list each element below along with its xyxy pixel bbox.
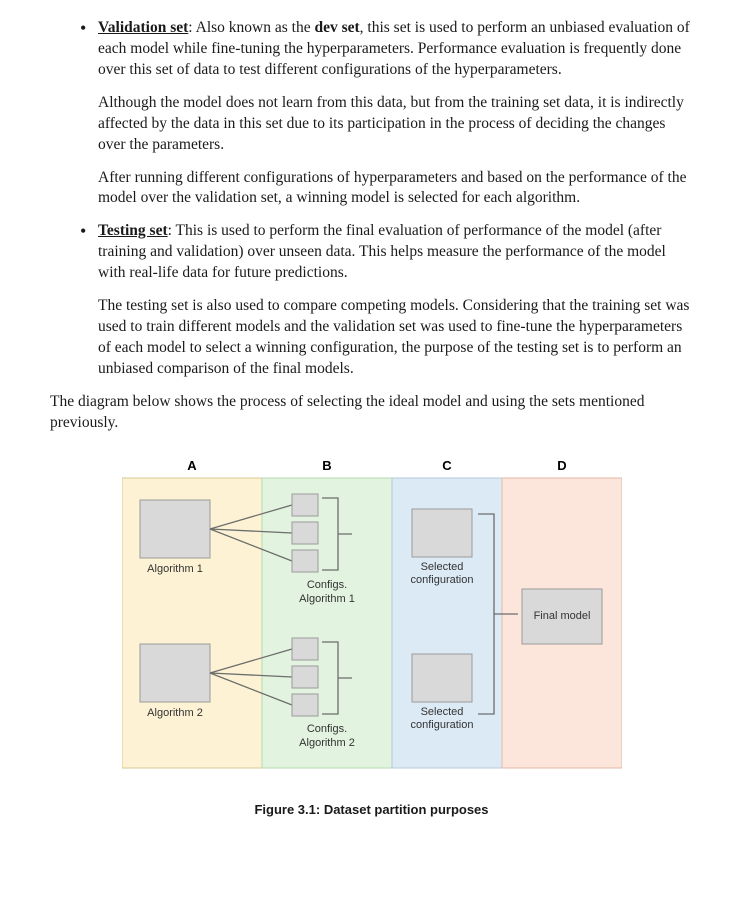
bullet-testing-set: Testing set: This is used to perform the… — [80, 221, 693, 379]
figure-diagram: A B C D Algorithm 1 Algorithm 2 Configs. Algori… — [122, 454, 622, 784]
term-testing-set: Testing set — [98, 222, 168, 239]
config-group-label: Algorithm 1 — [299, 593, 355, 605]
text-fragment: : Also known as the — [188, 19, 314, 36]
document-page: Validation set: Also known as the dev se… — [0, 0, 743, 900]
bullet-validation-set: Validation set: Also known as the dev se… — [80, 18, 693, 209]
selected-config-label: configuration — [410, 574, 473, 586]
selected-config-label: Selected — [420, 561, 463, 573]
text-fragment: : This is used to perform the final eval… — [98, 222, 666, 281]
algorithm-label: Algorithm 2 — [147, 707, 203, 719]
figure-container: A B C D Algorithm 1 Algorithm 2 Configs. Algori… — [50, 454, 693, 818]
config-group-label: Configs. — [306, 579, 346, 591]
config-group-label: Algorithm 2 — [299, 737, 355, 749]
bullet-list: Validation set: Also known as the dev se… — [50, 18, 693, 380]
bullet-sub-paragraph: After running different configurations o… — [98, 168, 693, 210]
term-dev-set: dev set — [314, 19, 359, 36]
final-model-label: Final model — [533, 610, 590, 622]
bullet-lead-paragraph: Validation set: Also known as the dev se… — [98, 18, 693, 81]
bullet-sub-paragraph: Although the model does not learn from t… — [98, 93, 693, 156]
figure-caption: Figure 3.1: Dataset partition purposes — [50, 801, 693, 819]
config-group-label: Configs. — [306, 723, 346, 735]
column-header: B — [322, 458, 331, 473]
algorithm-label: Algorithm 1 — [147, 563, 203, 575]
term-validation-set: Validation set — [98, 19, 188, 36]
bullet-sub-paragraph: The testing set is also used to compare … — [98, 296, 693, 380]
column-header: A — [187, 458, 197, 473]
body-paragraph: The diagram below shows the process of s… — [50, 392, 693, 434]
column-header: C — [442, 458, 452, 473]
column-header: D — [557, 458, 566, 473]
selected-config-label: Selected — [420, 706, 463, 718]
bullet-lead-paragraph: Testing set: This is used to perform the… — [98, 221, 693, 284]
selected-config-label: configuration — [410, 719, 473, 731]
